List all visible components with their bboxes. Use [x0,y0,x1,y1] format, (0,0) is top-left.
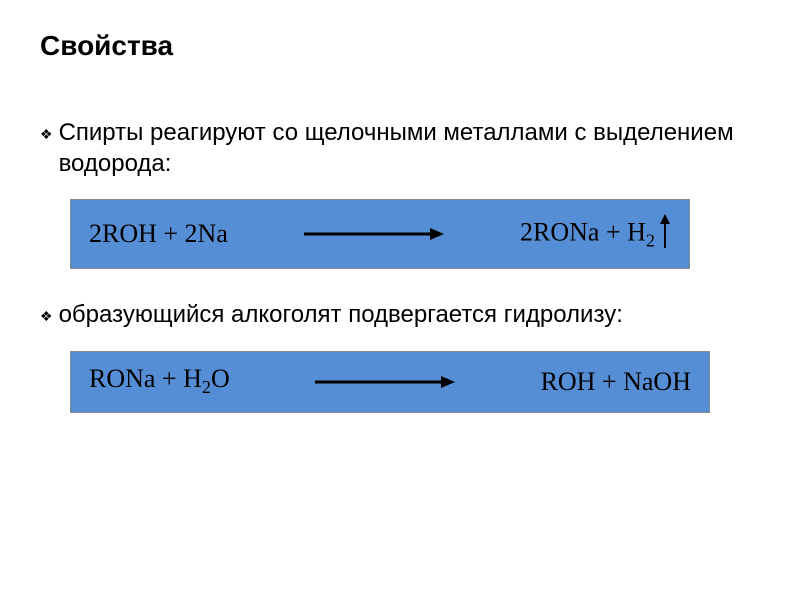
bullet-text-1: Спирты реагируют со щелочными металлами … [59,117,760,179]
equation-1-left: 2ROH + 2Na [89,219,228,249]
equation-2-left: RONa + H2O [89,364,230,398]
equation-box-2: RONa + H2O ROH + NaOH [70,351,710,413]
reaction-arrow-icon [304,227,444,241]
bullet-text-2: образующийся алкоголят подвергается гидр… [59,299,760,330]
diamond-bullet-icon: ❖ [40,125,53,143]
bullet-item-2: ❖ образующийся алкоголят подвергается ги… [40,299,760,330]
diamond-bullet-icon: ❖ [40,307,53,325]
equation-2-right: ROH + NaOH [541,367,691,397]
equation-1-right: 2RONa + H2 [520,214,671,255]
reaction-arrow-icon [315,375,455,389]
slide-title: Свойства [40,30,760,62]
equation-box-1: 2ROH + 2Na 2RONa + H2 [70,199,690,269]
bullet-item-1: ❖ Спирты реагируют со щелочными металлам… [40,117,760,179]
